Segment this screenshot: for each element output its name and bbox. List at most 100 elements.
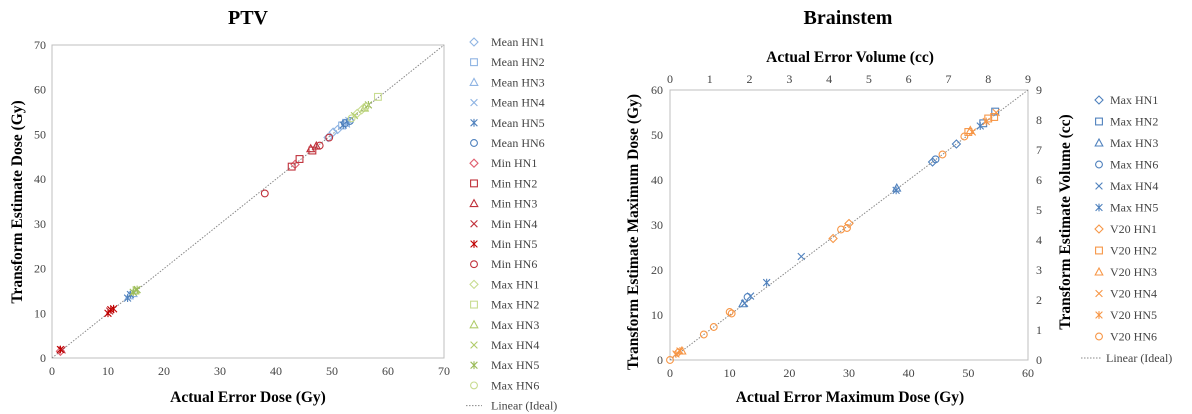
brainstem-plot-area xyxy=(669,89,1029,361)
ptv-data-point xyxy=(373,92,382,101)
brainstem-data-point xyxy=(991,107,1000,116)
ptv-legend-marker xyxy=(469,158,479,168)
brainstem-x-tick-label: 30 xyxy=(843,366,855,380)
ptv-y-tick-label: 50 xyxy=(34,127,46,141)
brainstem-y2-tick-label: 3 xyxy=(1036,263,1042,277)
brainstem-y2-tick-label: 5 xyxy=(1036,203,1042,217)
brainstem-legend-label: Max HN6 xyxy=(1110,158,1158,172)
ptv-legend-label: Mean HN2 xyxy=(491,55,545,69)
brainstem-data-point xyxy=(676,347,684,355)
brainstem-legend-label: V20 HN6 xyxy=(1110,330,1157,344)
brainstem-data-point xyxy=(844,218,854,229)
brainstem-data-point xyxy=(828,233,838,244)
ptv-y-tick-label: 70 xyxy=(34,38,46,52)
brainstem-y-tick-label: 60 xyxy=(651,83,663,97)
ptv-data-point xyxy=(340,119,349,128)
ptv-legend: Mean HN1 Mean HN2 Mean HN3 Mean HN4 Mean HN5… xyxy=(466,35,557,413)
ptv-data-point xyxy=(287,162,296,171)
ptv-legend-label: Min HN4 xyxy=(491,217,537,231)
brainstem-x2-tick-label: 5 xyxy=(866,72,872,86)
ptv-legend-marker xyxy=(470,260,478,269)
brainstem-y2-axis-label: Transform Estimate Volume (cc) xyxy=(1057,114,1074,329)
ptv-chart: PTV 0 10 20 30 40 50 60 70 0 10 20 30 40 50 60 70 Actu… xyxy=(9,7,557,413)
brainstem-x-tick-label: 20 xyxy=(783,366,795,380)
ptv-x-ticks: 0 10 20 30 40 50 60 70 xyxy=(49,364,450,378)
ptv-legend-label: Mean HN4 xyxy=(491,96,545,110)
brainstem-y-axis-label: Transform Estimate Maximum Dose (Gy) xyxy=(625,94,642,370)
brainstem-y-tick-label: 30 xyxy=(651,218,663,232)
brainstem-data-point xyxy=(927,157,938,167)
brainstem-legend-marker xyxy=(1094,266,1104,276)
brainstem-data-point xyxy=(951,139,962,149)
brainstem-data-point xyxy=(976,122,985,130)
ptv-legend-marker xyxy=(469,319,479,329)
brainstem-data-point xyxy=(699,330,708,339)
ptv-legend-marker xyxy=(469,77,479,86)
ptv-legend-label: Mean HN5 xyxy=(491,116,545,130)
brainstem-data-point xyxy=(843,224,851,232)
ptv-legend-label: Max HN6 xyxy=(491,378,539,392)
ptv-legend-label: Min HN1 xyxy=(491,156,537,170)
ptv-x-tick-label: 30 xyxy=(214,364,226,378)
brainstem-legend-marker xyxy=(1095,289,1103,298)
ptv-data-point xyxy=(55,346,66,357)
brainstem-legend-label: V20 HN2 xyxy=(1110,244,1157,258)
ptv-data-point xyxy=(260,189,269,198)
brainstem-legend-label: V20 HN1 xyxy=(1110,222,1157,236)
ptv-legend-label: Max HN5 xyxy=(491,358,539,372)
brainstem-data-point xyxy=(992,108,1000,117)
brainstem-legend-label: V20 HN3 xyxy=(1110,265,1157,279)
brainstem-x2-tick-label: 7 xyxy=(945,72,951,86)
ptv-legend-label: Max HN4 xyxy=(491,338,539,352)
brainstem-x-ticks: 0 10 20 30 40 50 60 xyxy=(667,366,1034,380)
brainstem-x-axis-label: Actual Error Maximum Dose (Gy) xyxy=(736,389,964,406)
brainstem-data-point xyxy=(931,155,940,164)
brainstem-data-point xyxy=(725,308,734,316)
brainstem-y2-tick-label: 0 xyxy=(1036,353,1042,367)
ptv-legend-label: Max HN1 xyxy=(491,277,539,291)
brainstem-legend-label: Max HN3 xyxy=(1110,136,1158,150)
brainstem-x-tick-label: 50 xyxy=(962,366,974,380)
brainstem-legend-marker xyxy=(1095,182,1103,190)
brainstem-legend-marker xyxy=(1094,224,1104,234)
ptv-data-point xyxy=(133,285,141,294)
brainstem-data-point xyxy=(727,309,736,318)
brainstem-x2-tick-label: 9 xyxy=(1025,72,1031,86)
brainstem-data-point xyxy=(990,113,999,121)
ptv-legend-marker xyxy=(469,37,479,47)
brainstem-y-tick-label: 20 xyxy=(651,263,663,277)
brainstem-x2-ticks: 0 1 2 3 4 5 6 7 8 9 xyxy=(667,72,1031,86)
brainstem-y-tick-label: 0 xyxy=(657,353,663,367)
brainstem-title: Brainstem xyxy=(804,7,893,29)
brainstem-x2-tick-label: 2 xyxy=(747,72,753,86)
ptv-x-tick-label: 70 xyxy=(438,364,450,378)
ptv-x-tick-label: 20 xyxy=(158,364,170,378)
ptv-y-ticks: 0 10 20 30 40 50 60 70 xyxy=(34,38,46,365)
brainstem-y2-tick-label: 8 xyxy=(1036,113,1042,127)
brainstem-data-point xyxy=(672,350,680,358)
ptv-plot-area xyxy=(51,44,445,359)
brainstem-legend-marker xyxy=(1094,95,1104,105)
brainstem-x2-tick-label: 0 xyxy=(667,72,673,86)
brainstem-x-tick-label: 60 xyxy=(1022,366,1034,380)
ptv-data-point xyxy=(56,345,65,354)
ptv-legend-marker xyxy=(470,58,478,67)
ptv-x-tick-label: 10 xyxy=(102,364,114,378)
brainstem-data-point xyxy=(968,128,977,136)
brainstem-y2-tick-label: 4 xyxy=(1036,233,1042,247)
ptv-legend-marker xyxy=(470,341,478,349)
ptv-legend-label: Linear (Ideal) xyxy=(491,399,557,413)
ptv-y-tick-label: 10 xyxy=(34,306,46,320)
ptv-x-tick-label: 50 xyxy=(326,364,338,378)
brainstem-data-point xyxy=(984,114,993,123)
ptv-x-axis-label: Actual Error Dose (Gy) xyxy=(170,389,326,406)
brainstem-y2-tick-label: 7 xyxy=(1036,143,1042,157)
ptv-legend-marker xyxy=(469,198,479,208)
ptv-legend-marker xyxy=(470,361,478,370)
brainstem-y2-tick-label: 2 xyxy=(1036,293,1042,307)
ptv-data-point xyxy=(129,288,137,297)
brainstem-data-point xyxy=(709,323,718,331)
brainstem-data-point xyxy=(762,278,771,287)
brainstem-y-tick-label: 40 xyxy=(651,173,663,187)
ptv-data-point xyxy=(311,140,322,150)
